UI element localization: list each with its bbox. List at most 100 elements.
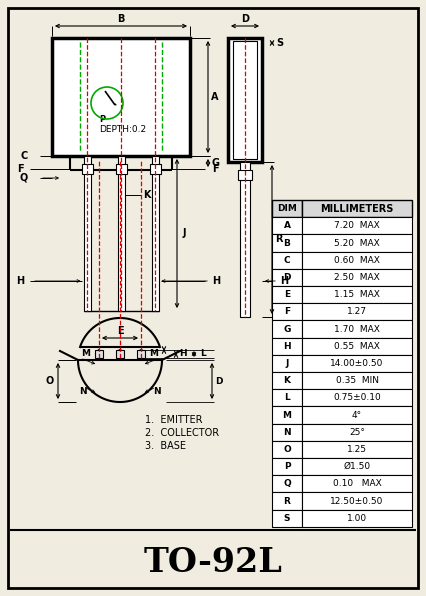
Text: 0.35  MIN: 0.35 MIN	[336, 376, 378, 385]
Text: 1.  EMITTER: 1. EMITTER	[145, 415, 202, 425]
Text: H: H	[283, 342, 291, 350]
Bar	[272, 492, 302, 510]
Bar	[118, 156, 124, 311]
Bar	[272, 234, 302, 252]
Bar	[302, 355, 412, 372]
Text: 12.50±0.50: 12.50±0.50	[330, 496, 384, 505]
Bar	[150, 164, 161, 174]
Text: 1.70  MAX: 1.70 MAX	[334, 324, 380, 334]
Bar	[302, 389, 412, 406]
Text: K: K	[283, 376, 291, 385]
Text: 2.50  MAX: 2.50 MAX	[334, 273, 380, 282]
Text: 0.75±0.10: 0.75±0.10	[333, 393, 381, 402]
Bar	[228, 38, 262, 162]
Bar	[238, 170, 252, 180]
Text: E: E	[117, 326, 123, 336]
Text: C: C	[284, 256, 290, 265]
Text: A: A	[283, 221, 291, 230]
Bar	[233, 41, 257, 159]
Text: D: D	[241, 14, 249, 24]
Bar	[302, 321, 412, 337]
Bar	[152, 156, 158, 311]
Text: P: P	[99, 116, 105, 125]
Bar	[272, 389, 302, 406]
Text: H: H	[16, 276, 24, 286]
Bar	[52, 38, 190, 156]
Bar	[272, 372, 302, 389]
Text: C: C	[21, 151, 28, 161]
Text: M: M	[81, 349, 90, 359]
Bar	[272, 252, 302, 269]
Bar	[302, 510, 412, 527]
Bar	[137, 350, 145, 358]
Text: R: R	[275, 234, 283, 244]
Bar	[272, 321, 302, 337]
Bar	[272, 406, 302, 424]
Text: S: S	[276, 38, 284, 48]
Bar	[272, 286, 302, 303]
Bar	[302, 406, 412, 424]
Text: 0.10   MAX: 0.10 MAX	[333, 479, 381, 488]
Text: E: E	[284, 290, 290, 299]
Text: DIM: DIM	[277, 204, 297, 213]
Text: TO-92L: TO-92L	[144, 547, 282, 579]
Bar	[272, 217, 302, 234]
Text: 0.55  MAX: 0.55 MAX	[334, 342, 380, 350]
Text: 5.20  MAX: 5.20 MAX	[334, 238, 380, 247]
Text: 3.  BASE: 3. BASE	[145, 441, 186, 451]
Bar	[95, 350, 103, 358]
Text: F: F	[284, 308, 290, 316]
Bar	[272, 269, 302, 286]
Bar	[272, 510, 302, 527]
Bar	[302, 372, 412, 389]
Text: L: L	[200, 349, 206, 359]
Text: B: B	[284, 238, 291, 247]
Text: F: F	[17, 164, 24, 174]
Text: S: S	[284, 514, 290, 523]
Text: N: N	[283, 428, 291, 437]
Bar	[272, 303, 302, 321]
Text: P: P	[284, 462, 290, 471]
Bar	[302, 234, 412, 252]
Text: 0.60  MAX: 0.60 MAX	[334, 256, 380, 265]
Bar	[272, 200, 302, 217]
Bar	[302, 269, 412, 286]
Text: 14.00±0.50: 14.00±0.50	[330, 359, 384, 368]
Text: H: H	[280, 276, 288, 286]
Text: M: M	[282, 411, 291, 420]
Bar	[302, 286, 412, 303]
Bar	[272, 458, 302, 475]
Bar	[302, 337, 412, 355]
Bar	[302, 475, 412, 492]
Text: DEPTH:0.2: DEPTH:0.2	[99, 125, 146, 134]
Text: G: G	[211, 158, 219, 168]
Bar	[240, 162, 250, 317]
Text: 2.  COLLECTOR: 2. COLLECTOR	[145, 428, 219, 438]
Text: 1.15  MAX: 1.15 MAX	[334, 290, 380, 299]
Text: Q: Q	[20, 173, 28, 183]
Bar	[272, 337, 302, 355]
Text: L: L	[284, 393, 290, 402]
Bar	[302, 200, 412, 217]
Bar	[272, 355, 302, 372]
Text: Q: Q	[283, 479, 291, 488]
Text: F: F	[212, 164, 219, 174]
Text: 1: 1	[97, 349, 101, 359]
Text: N: N	[79, 387, 87, 396]
Text: MILLIMETERS: MILLIMETERS	[320, 204, 394, 213]
Text: J: J	[285, 359, 289, 368]
Bar	[272, 475, 302, 492]
Bar	[302, 441, 412, 458]
Text: H: H	[212, 276, 220, 286]
Text: J: J	[182, 228, 186, 238]
Text: 2: 2	[118, 349, 122, 359]
Bar	[116, 350, 124, 358]
Bar	[272, 424, 302, 441]
Bar	[83, 156, 90, 311]
Bar	[302, 252, 412, 269]
Text: D: D	[283, 273, 291, 282]
Bar	[302, 217, 412, 234]
Text: Ø1.50: Ø1.50	[343, 462, 371, 471]
Bar	[115, 164, 127, 174]
Bar	[302, 424, 412, 441]
